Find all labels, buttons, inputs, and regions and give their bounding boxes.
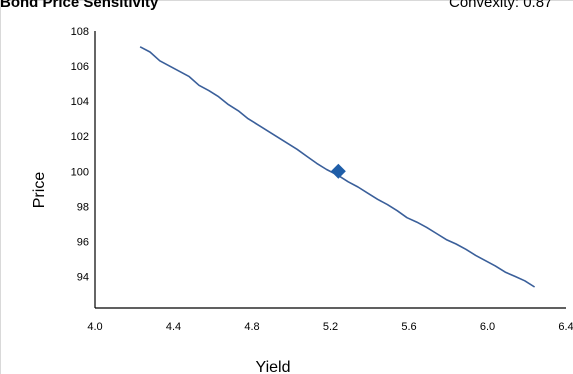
- y-tick-label: 108: [71, 26, 89, 38]
- x-tick-label: 4.4: [166, 321, 181, 333]
- x-axis-ticks: 4.0 4.4 4.8 5.2 5.6 6.0 6.4: [87, 321, 573, 333]
- y-tick-label: 96: [77, 236, 89, 248]
- frame-top-border: [0, 0, 573, 1]
- y-tick-label: 102: [71, 131, 89, 143]
- current-yield-marker: [330, 163, 346, 179]
- x-tick-label: 6.0: [480, 321, 495, 333]
- y-tick-label: 98: [77, 201, 89, 213]
- x-tick-label: 5.2: [323, 321, 338, 333]
- y-axis-ticks: 94 96 98 100 102 104 106 108: [71, 26, 89, 283]
- frame-left-border: [0, 0, 1, 374]
- x-tick-label: 4.8: [244, 321, 259, 333]
- axes: [94, 31, 566, 309]
- y-tick-label: 100: [71, 166, 89, 178]
- y-axis-label: Price: [31, 172, 48, 209]
- y-tick-label: 94: [77, 271, 89, 283]
- chart-subtitle: Convexity: 0.87: [449, 0, 553, 11]
- y-tick-label: 106: [71, 61, 89, 73]
- y-tick-label: 104: [71, 96, 89, 108]
- chart-title: Bond Price Sensitivity: [0, 0, 159, 11]
- marker-group: [330, 163, 346, 179]
- x-tick-label: 5.6: [401, 321, 416, 333]
- x-axis-label: Yield: [256, 359, 291, 374]
- x-tick-label: 4.0: [87, 321, 102, 333]
- x-tick-label: 6.4: [558, 321, 573, 333]
